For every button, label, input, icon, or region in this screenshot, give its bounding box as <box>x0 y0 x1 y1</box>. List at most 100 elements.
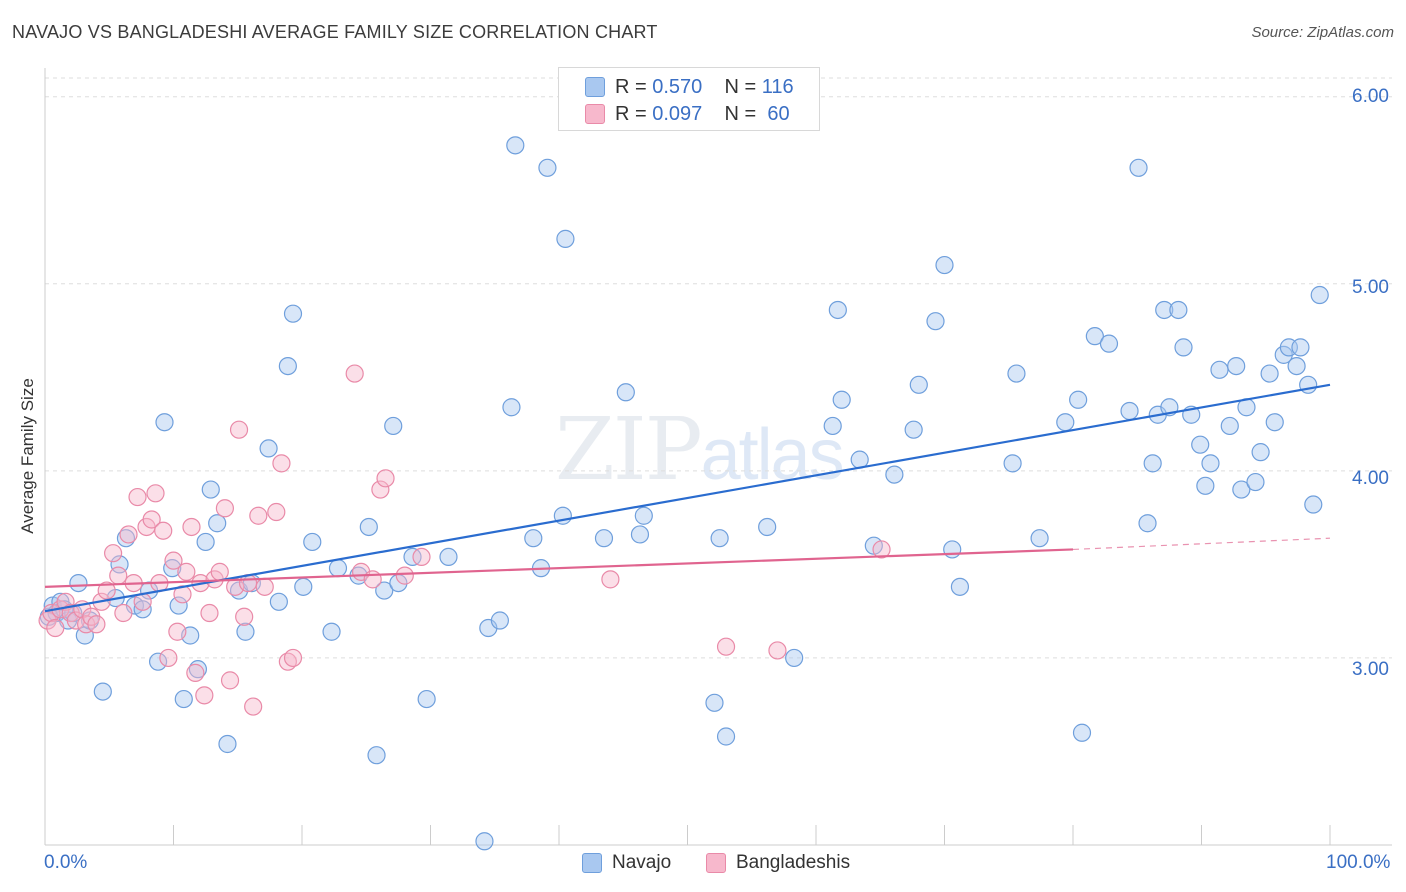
navajo-point <box>1196 476 1215 495</box>
bangladeshis-swatch <box>585 104 605 124</box>
navajo-point <box>950 577 970 596</box>
y-tick-label-4: 4.00 <box>1352 468 1389 489</box>
navajo-point <box>716 727 736 746</box>
x-tick-label-max: 100.0% <box>1326 852 1391 873</box>
navajo-point <box>710 529 729 548</box>
bangladeshi-point <box>249 506 268 525</box>
navajo-point <box>322 622 341 641</box>
bangladeshi-point <box>716 637 736 656</box>
legend-label-navajo: Navajo <box>612 852 672 873</box>
bangladeshi-point <box>283 648 303 668</box>
navajo-point <box>218 734 237 754</box>
bangladeshi-trend-line <box>44 548 1074 588</box>
navajo-point <box>259 439 278 458</box>
legend-row-navajo: R = 0.570 N = 116 <box>585 75 794 99</box>
navajo-point <box>616 383 635 402</box>
navajo-point <box>269 592 288 611</box>
bangladeshi-point <box>872 540 891 559</box>
bangladeshi-point <box>146 484 165 503</box>
navajo-point <box>283 304 303 323</box>
navajo-point <box>196 532 215 552</box>
navajo-point <box>1251 443 1270 462</box>
bangladeshi-point <box>154 521 173 540</box>
bangladeshi-point <box>109 566 128 585</box>
bottom-legend-navajo[interactable]: Navajo <box>582 852 671 874</box>
legend-r-label: R = <box>615 102 647 125</box>
navajo-point <box>785 648 804 668</box>
navajo-point <box>1265 413 1284 432</box>
navajo-point <box>1069 390 1088 409</box>
x-tick-label-min: 0.0% <box>44 852 88 873</box>
bangladeshi-point <box>229 420 249 439</box>
navajo-point <box>594 529 614 548</box>
bangladeshi-point <box>97 581 116 600</box>
bangladeshi-point <box>601 570 620 589</box>
bangladeshi-point <box>376 469 395 488</box>
bangladeshi-point <box>177 562 196 581</box>
navajo-point <box>174 689 193 709</box>
navajo-point <box>1129 158 1148 177</box>
bangladeshi-point <box>220 671 240 690</box>
y-tick-label-3: 3.00 <box>1352 659 1389 680</box>
legend-n-value: 60 <box>767 102 790 125</box>
legend-row-bangladeshis: R = 0.097 N = 60 <box>585 102 790 126</box>
navajo-point <box>208 514 227 533</box>
bangladeshi-point <box>244 697 263 716</box>
navajo-point <box>1056 413 1075 432</box>
navajo-point <box>236 622 255 641</box>
legend-r-value: 0.097 <box>652 102 703 125</box>
navajo-point <box>303 532 322 552</box>
bangladeshi-point <box>164 551 183 570</box>
navajo-point <box>943 540 962 559</box>
bangladeshi-point <box>128 487 147 507</box>
y-tick-label-5: 5.00 <box>1352 277 1389 298</box>
navajo-point <box>133 600 152 619</box>
navajo-point <box>1099 334 1119 353</box>
navajo-point <box>1287 356 1306 376</box>
navajo-point <box>328 559 348 578</box>
navajo-point <box>367 746 386 765</box>
bottom-legend-bangladeshis[interactable]: Bangladeshis <box>706 852 850 874</box>
navajo-point <box>1310 285 1329 305</box>
navajo-point <box>758 517 777 537</box>
navajo-point <box>1191 435 1210 454</box>
navajo-point <box>926 312 945 331</box>
navajo-point <box>1246 472 1265 492</box>
navajo-point <box>1210 360 1229 379</box>
bangladeshi-point <box>768 641 787 660</box>
navajo-point <box>904 420 923 439</box>
chart-title: NAVAJO VS BANGLADESHI AVERAGE FAMILY SIZ… <box>12 22 658 42</box>
watermark-zip: ZIP <box>555 400 703 500</box>
navajo-point <box>1085 327 1104 346</box>
navajo-point <box>1030 529 1049 548</box>
navajo-point <box>1143 454 1162 473</box>
navajo-point <box>634 506 653 525</box>
navajo-point <box>69 573 88 593</box>
bangladeshi-point <box>114 603 133 623</box>
navajo-point <box>359 517 378 537</box>
legend-label-bangladeshis: Bangladeshis <box>736 852 851 873</box>
bangladeshi-point <box>267 502 286 522</box>
navajo-point <box>1201 454 1220 473</box>
stats-legend: R = 0.570 N = 116 R = 0.097 N = 60 <box>558 67 820 131</box>
bangladeshi-trend-extension <box>1072 537 1331 551</box>
navajo-point <box>538 158 557 177</box>
navajo-point <box>1174 338 1193 357</box>
navajo-point <box>201 480 220 499</box>
navajo-point <box>439 547 458 567</box>
bangladeshi-point <box>363 570 382 589</box>
navajo-point <box>1304 495 1323 514</box>
legend-n-label: N = <box>724 75 757 98</box>
navajo-point <box>93 682 112 701</box>
navajo-point <box>169 596 188 615</box>
navajo-point <box>630 525 650 544</box>
legend-r-value: 0.570 <box>652 75 703 98</box>
bangladeshi-point <box>186 663 205 682</box>
bangladeshi-point <box>195 686 214 705</box>
navajo-point <box>1003 454 1022 473</box>
bangladeshis-swatch <box>706 853 726 873</box>
bangladeshi-point <box>168 622 187 641</box>
navajo-point <box>1007 364 1026 383</box>
navajo-point <box>885 465 904 484</box>
